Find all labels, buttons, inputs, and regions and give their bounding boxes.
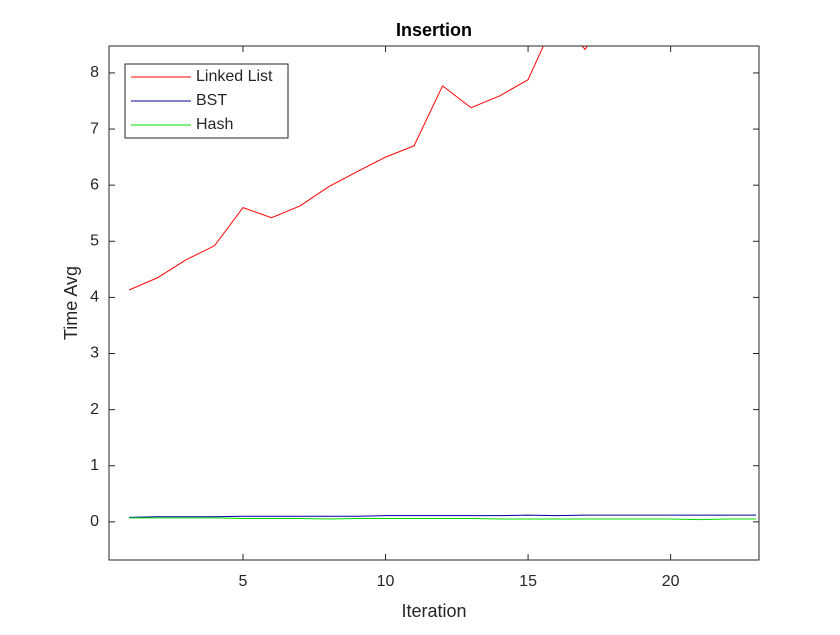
y-tick-label: 6 <box>90 176 99 193</box>
x-axis-label: Iteration <box>401 601 466 621</box>
y-tick-label: 3 <box>90 345 99 362</box>
y-tick-label: 5 <box>90 232 99 249</box>
series-line <box>128 514 757 518</box>
series-line <box>128 46 588 291</box>
x-tick-label: 20 <box>662 573 680 590</box>
y-tick-label: 1 <box>90 457 99 474</box>
x-tick-label: 5 <box>239 573 248 590</box>
legend-label: Linked List <box>196 68 273 85</box>
y-tick-label: 4 <box>90 289 99 306</box>
series-line <box>128 517 757 521</box>
x-tick-label: 10 <box>377 573 395 590</box>
y-tick-label: 2 <box>90 401 99 418</box>
legend-label: Hash <box>196 116 233 133</box>
y-tick-label: 7 <box>90 120 99 137</box>
y-tick-label: 0 <box>90 513 99 530</box>
x-tick-label: 15 <box>519 573 537 590</box>
legend-label: BST <box>196 92 227 109</box>
y-tick-label: 8 <box>90 64 99 81</box>
chart-title: Insertion <box>396 20 472 40</box>
y-axis-label: Time Avg <box>61 266 81 340</box>
lines <box>128 46 757 521</box>
axes-box <box>108 45 760 561</box>
